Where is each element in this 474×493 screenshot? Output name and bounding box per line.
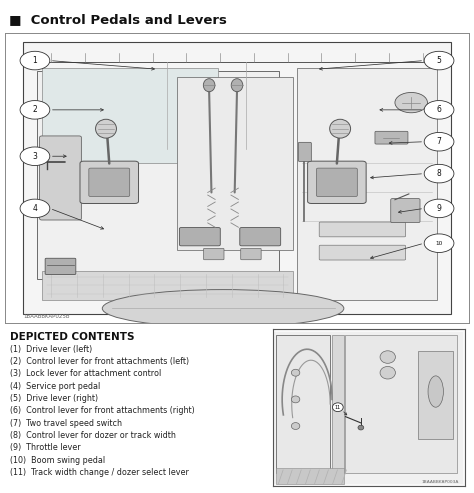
- Text: (7)  Two travel speed switch: (7) Two travel speed switch: [10, 419, 122, 428]
- Circle shape: [20, 51, 50, 70]
- FancyBboxPatch shape: [241, 248, 261, 260]
- Circle shape: [424, 51, 454, 70]
- FancyBboxPatch shape: [274, 332, 463, 484]
- Text: (9)  Throttle lever: (9) Throttle lever: [10, 443, 81, 453]
- Text: 6: 6: [437, 106, 441, 114]
- FancyBboxPatch shape: [375, 131, 408, 144]
- Circle shape: [292, 369, 300, 376]
- FancyBboxPatch shape: [346, 335, 457, 473]
- Circle shape: [20, 147, 50, 166]
- Circle shape: [424, 133, 454, 151]
- Circle shape: [358, 425, 364, 430]
- Text: 7: 7: [437, 137, 441, 146]
- Text: (8)  Control lever for dozer or track width: (8) Control lever for dozer or track wid…: [10, 431, 176, 440]
- Text: (2)  Control lever for front attachments (left): (2) Control lever for front attachments …: [10, 357, 189, 366]
- Circle shape: [395, 93, 428, 113]
- Text: (11)  Track width change / dozer select lever: (11) Track width change / dozer select l…: [10, 468, 189, 477]
- FancyBboxPatch shape: [319, 245, 406, 260]
- Text: ■  Control Pedals and Levers: ■ Control Pedals and Levers: [9, 13, 227, 26]
- FancyBboxPatch shape: [298, 142, 311, 161]
- FancyBboxPatch shape: [37, 70, 279, 280]
- Text: 10: 10: [436, 241, 443, 246]
- FancyBboxPatch shape: [276, 468, 344, 484]
- Text: 5: 5: [437, 56, 441, 65]
- FancyBboxPatch shape: [276, 335, 330, 473]
- Text: 8: 8: [437, 169, 441, 178]
- FancyBboxPatch shape: [42, 271, 293, 300]
- FancyBboxPatch shape: [179, 228, 220, 246]
- Text: 4: 4: [33, 204, 37, 213]
- Ellipse shape: [428, 376, 443, 407]
- Text: 1: 1: [33, 56, 37, 65]
- Text: 2: 2: [33, 106, 37, 114]
- Text: 1BAABBKAP025B: 1BAABBKAP025B: [23, 314, 70, 318]
- Circle shape: [292, 423, 300, 429]
- FancyBboxPatch shape: [203, 248, 224, 260]
- Circle shape: [332, 403, 343, 412]
- FancyBboxPatch shape: [391, 199, 420, 223]
- Text: 9: 9: [437, 204, 441, 213]
- Text: (5)  Drive lever (right): (5) Drive lever (right): [10, 394, 98, 403]
- FancyBboxPatch shape: [317, 168, 357, 197]
- Ellipse shape: [203, 79, 215, 92]
- FancyBboxPatch shape: [45, 258, 76, 275]
- Text: 1BAABBKAP003A: 1BAABBKAP003A: [421, 480, 459, 484]
- Circle shape: [424, 234, 454, 252]
- Circle shape: [380, 351, 395, 363]
- Ellipse shape: [96, 119, 117, 138]
- Text: (1)  Drive lever (left): (1) Drive lever (left): [10, 345, 92, 353]
- Circle shape: [20, 101, 50, 119]
- FancyBboxPatch shape: [419, 351, 453, 439]
- FancyBboxPatch shape: [23, 42, 451, 314]
- FancyBboxPatch shape: [39, 136, 82, 220]
- Circle shape: [20, 199, 50, 218]
- FancyBboxPatch shape: [297, 68, 437, 300]
- Ellipse shape: [102, 289, 344, 327]
- FancyBboxPatch shape: [177, 76, 293, 250]
- Ellipse shape: [330, 119, 351, 138]
- Text: (10)  Boom swing pedal: (10) Boom swing pedal: [10, 456, 105, 465]
- FancyBboxPatch shape: [308, 161, 366, 204]
- Circle shape: [380, 366, 395, 379]
- Circle shape: [424, 101, 454, 119]
- FancyBboxPatch shape: [240, 228, 281, 246]
- Circle shape: [424, 199, 454, 218]
- FancyBboxPatch shape: [42, 68, 219, 164]
- Text: 3: 3: [33, 152, 37, 161]
- Circle shape: [292, 396, 300, 403]
- Text: (6)  Control lever for front attachments (right): (6) Control lever for front attachments …: [10, 406, 195, 416]
- FancyBboxPatch shape: [80, 161, 138, 204]
- FancyBboxPatch shape: [332, 335, 344, 473]
- Circle shape: [424, 164, 454, 183]
- Text: DEPICTED CONTENTS: DEPICTED CONTENTS: [10, 332, 135, 342]
- FancyBboxPatch shape: [319, 222, 406, 237]
- Text: (3)  Lock lever for attachment control: (3) Lock lever for attachment control: [10, 369, 161, 378]
- Text: 11: 11: [335, 405, 341, 410]
- Ellipse shape: [231, 79, 243, 92]
- FancyBboxPatch shape: [89, 168, 130, 197]
- Text: (4)  Service port pedal: (4) Service port pedal: [10, 382, 100, 390]
